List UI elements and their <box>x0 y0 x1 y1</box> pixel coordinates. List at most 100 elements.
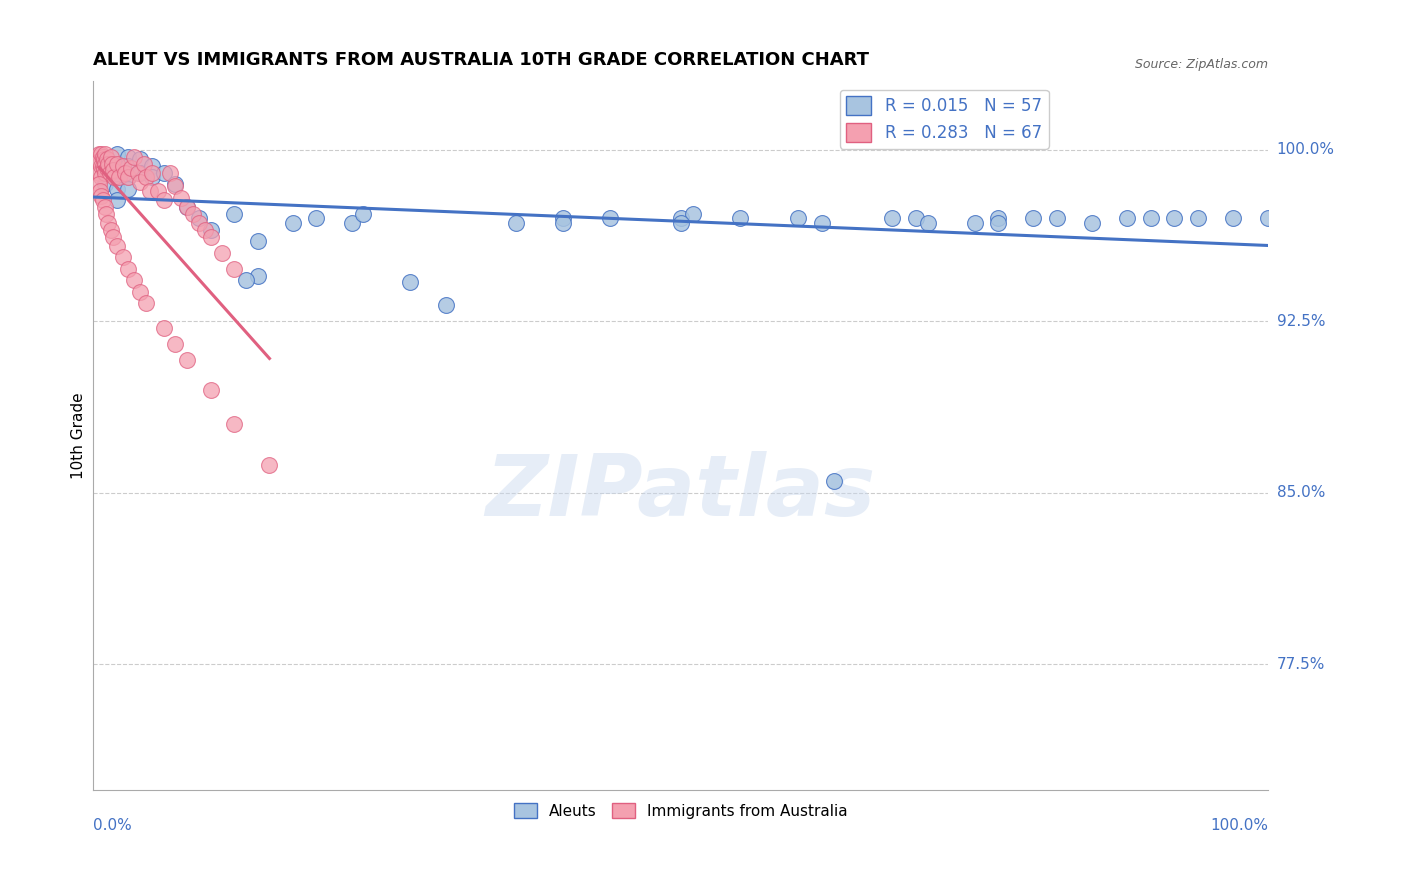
Point <box>152 321 174 335</box>
Point <box>235 273 257 287</box>
Point <box>188 216 211 230</box>
Point <box>87 154 110 169</box>
Point <box>434 298 457 312</box>
Point <box>200 223 222 237</box>
Point <box>1257 211 1279 226</box>
Point <box>94 147 117 161</box>
Legend: Aleuts, Immigrants from Australia: Aleuts, Immigrants from Australia <box>508 797 853 825</box>
Point <box>124 273 146 287</box>
Point <box>90 147 112 161</box>
Point <box>135 296 157 310</box>
Point <box>165 337 187 351</box>
Point <box>98 166 121 180</box>
Point <box>105 239 128 253</box>
Text: 77.5%: 77.5% <box>1277 657 1324 672</box>
Point <box>94 154 117 169</box>
Point <box>129 166 152 180</box>
Point <box>129 175 152 189</box>
Point <box>94 207 117 221</box>
Point <box>353 207 375 221</box>
Point <box>882 211 904 226</box>
Point <box>152 193 174 207</box>
Point <box>111 251 134 265</box>
Point <box>1116 211 1139 226</box>
Point <box>682 207 704 221</box>
Point <box>117 170 139 185</box>
Point <box>138 184 160 198</box>
Point <box>246 268 269 283</box>
Point <box>224 207 246 221</box>
Text: 92.5%: 92.5% <box>1277 314 1326 329</box>
Point <box>117 150 139 164</box>
Point <box>211 245 233 260</box>
Point <box>90 159 112 173</box>
Point <box>105 170 128 185</box>
Point <box>1140 211 1163 226</box>
Point <box>224 417 246 432</box>
Point <box>176 200 198 214</box>
Point <box>246 235 269 249</box>
Point <box>124 150 146 164</box>
Point <box>165 178 187 192</box>
Point <box>987 216 1010 230</box>
Point <box>553 211 575 226</box>
Point <box>105 159 128 173</box>
Point <box>97 216 120 230</box>
Point <box>553 216 575 230</box>
Point <box>811 216 834 230</box>
Point <box>100 223 122 237</box>
Point <box>200 383 222 397</box>
Point <box>259 458 281 473</box>
Point <box>105 193 128 207</box>
Text: 100.0%: 100.0% <box>1211 818 1268 833</box>
Point <box>91 193 114 207</box>
Point <box>105 182 128 196</box>
Point <box>987 211 1010 226</box>
Point <box>823 475 845 489</box>
Point <box>176 200 198 214</box>
Point <box>787 211 810 226</box>
Point <box>94 156 117 170</box>
Point <box>91 159 114 173</box>
Point <box>93 152 115 166</box>
Point <box>141 170 163 185</box>
Point <box>94 200 117 214</box>
Text: ALEUT VS IMMIGRANTS FROM AUSTRALIA 10TH GRADE CORRELATION CHART: ALEUT VS IMMIGRANTS FROM AUSTRALIA 10TH … <box>93 51 869 69</box>
Point <box>90 170 112 185</box>
Point <box>89 184 111 198</box>
Point <box>141 159 163 173</box>
Point <box>917 216 939 230</box>
Point <box>111 159 134 173</box>
Point <box>305 211 328 226</box>
Point <box>1081 216 1104 230</box>
Point <box>94 178 117 192</box>
Point <box>117 182 139 196</box>
Point <box>101 156 124 170</box>
Point <box>963 216 986 230</box>
Point <box>176 353 198 368</box>
Text: Source: ZipAtlas.com: Source: ZipAtlas.com <box>1136 58 1268 70</box>
Point <box>105 147 128 161</box>
Point <box>87 147 110 161</box>
Point <box>129 152 152 166</box>
Point <box>94 166 117 180</box>
Point <box>1046 211 1069 226</box>
Point <box>117 261 139 276</box>
Point <box>135 170 157 185</box>
Point <box>141 166 163 180</box>
Point <box>340 216 363 230</box>
Point <box>181 207 204 221</box>
Point <box>200 229 222 244</box>
Point <box>1022 211 1045 226</box>
Point <box>1163 211 1185 226</box>
Point <box>159 166 181 180</box>
Point <box>87 166 110 180</box>
Point <box>114 166 136 180</box>
Point <box>96 161 118 176</box>
Point <box>103 170 125 185</box>
Point <box>97 156 120 170</box>
Point <box>224 261 246 276</box>
Point <box>669 216 692 230</box>
Point <box>94 166 117 180</box>
Point <box>100 150 122 164</box>
